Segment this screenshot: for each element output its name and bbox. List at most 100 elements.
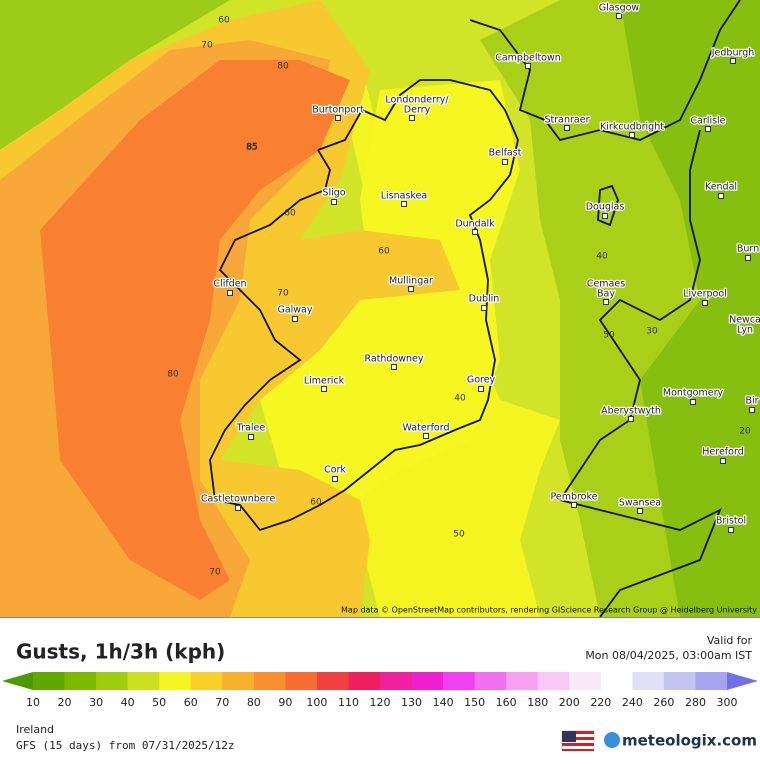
scale-swatch — [127, 672, 160, 690]
scale-swatch — [411, 672, 444, 690]
city-marker — [564, 125, 570, 131]
city-label: Cork — [324, 465, 346, 476]
city-marker — [629, 132, 635, 138]
scale-label: 240 — [622, 696, 643, 709]
contour-label: 40 — [596, 252, 608, 262]
scale-label: 150 — [464, 696, 485, 709]
city-marker — [408, 286, 414, 292]
scale-swatch — [190, 672, 223, 690]
contour-label: 80 — [277, 62, 289, 72]
scale-swatch — [569, 672, 602, 690]
city-marker — [481, 305, 487, 311]
scale-arrow-low — [2, 672, 33, 690]
scale-label: 30 — [89, 696, 103, 709]
contour-label: 85 — [246, 143, 257, 153]
city-label: Rathdowney — [364, 354, 423, 365]
city-label: Tralee — [236, 423, 266, 434]
city-label: Londonderry/ — [385, 95, 449, 106]
scale-label: 220 — [590, 696, 611, 709]
scale-label: 40 — [121, 696, 135, 709]
contour-label: 60 — [378, 247, 390, 257]
contour-label: 80 — [167, 370, 179, 380]
city-marker — [502, 159, 508, 165]
city-marker — [321, 386, 327, 392]
city-label: Pembroke — [550, 492, 597, 503]
city-label: Mullingar — [389, 276, 433, 287]
scale-label: 180 — [527, 696, 548, 709]
legend-title: Gusts, 1h/3h (kph) — [16, 640, 225, 664]
scale-label: 90 — [278, 696, 292, 709]
scale-swatch — [348, 672, 381, 690]
scale-label: 260 — [653, 696, 674, 709]
scale-swatch — [159, 672, 192, 690]
city-label: Newca — [729, 315, 760, 326]
valid-time: Mon 08/04/2025, 03:00am IST — [585, 649, 752, 662]
city-marker — [401, 201, 407, 207]
city-marker — [720, 458, 726, 464]
city-marker — [332, 476, 338, 482]
city-label: Lyn — [737, 325, 753, 336]
scale-label: 140 — [433, 696, 454, 709]
isle-of-man — [597, 184, 619, 227]
contour-label: 30 — [646, 327, 658, 337]
scale-label: 130 — [401, 696, 422, 709]
contour-label: 70 — [209, 568, 221, 578]
scale-swatch — [506, 672, 539, 690]
city-label: Campbeltown — [495, 53, 561, 64]
scale-swatch — [33, 672, 66, 690]
contour-label: 50 — [453, 530, 465, 540]
region: Ireland — [16, 723, 54, 736]
city-marker — [745, 255, 751, 261]
contour-label: 70 — [277, 289, 289, 299]
city-marker — [749, 407, 755, 413]
scale-label: 100 — [306, 696, 327, 709]
scale-swatch — [663, 672, 696, 690]
us-flag — [561, 730, 595, 752]
contour-label: 60 — [218, 16, 230, 26]
city-label: Liverpool — [683, 289, 727, 300]
contour-label: 40 — [454, 394, 466, 404]
city-label: Clifden — [213, 279, 246, 290]
brand-logo — [604, 732, 620, 748]
scale-swatch — [64, 672, 97, 690]
scale-label: 200 — [559, 696, 580, 709]
city-label: Bristol — [716, 516, 746, 527]
city-marker — [718, 193, 724, 199]
city-marker — [331, 199, 337, 205]
city-label: Burn — [737, 244, 759, 255]
city-label: Glasgow — [599, 3, 640, 14]
scale-label: 80 — [247, 696, 261, 709]
city-label: Bay — [597, 289, 615, 300]
city-marker — [472, 229, 478, 235]
scale-swatch — [537, 672, 570, 690]
brand[interactable]: meteologix.com — [622, 732, 757, 750]
model-run: GFS (15 days) from 07/31/2025/12z — [16, 739, 235, 752]
scale-swatch — [380, 672, 413, 690]
scale-swatch — [474, 672, 507, 690]
city-marker — [690, 399, 696, 405]
city-marker — [409, 115, 415, 121]
city-marker — [728, 527, 734, 533]
scale-swatch — [285, 672, 318, 690]
zone-50 — [260, 80, 520, 520]
scale-label: 110 — [338, 696, 359, 709]
city-label: Aberystwyth — [601, 406, 661, 417]
scale-swatch — [600, 672, 633, 690]
city-label: Galway — [277, 305, 312, 316]
city-label: Hereford — [702, 447, 743, 458]
scale-swatch — [695, 672, 728, 690]
contour-label: 20 — [739, 427, 751, 437]
city-marker — [702, 300, 708, 306]
scale-label: 120 — [370, 696, 391, 709]
scale-swatch — [632, 672, 665, 690]
city-marker — [737, 327, 743, 333]
ireland-coast — [209, 79, 519, 532]
city-label: Gorey — [467, 375, 496, 386]
city-label: Derry — [404, 105, 431, 116]
color-scale: 10 20 30 40 50 60 70 80 90 100 110 120 130 140 150 160 1… — [2, 672, 758, 709]
city-marker — [616, 13, 622, 19]
city-label: Waterford — [402, 423, 449, 434]
city-marker — [602, 213, 608, 219]
city-label: Dublin — [469, 294, 500, 305]
